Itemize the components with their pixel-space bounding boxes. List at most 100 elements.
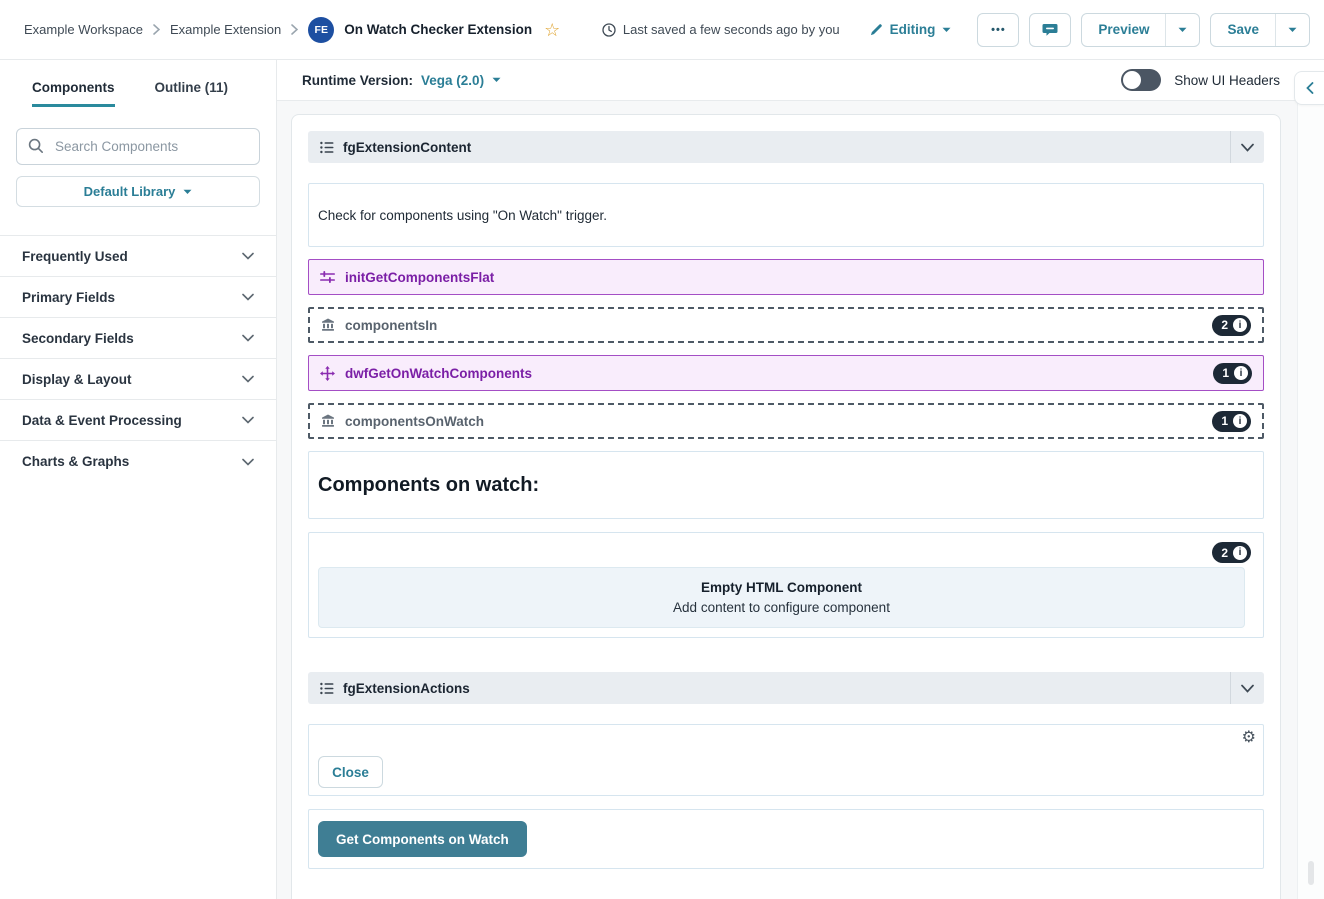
runtime-toolbar: Runtime Version: Vega (2.0) Show UI Head… (277, 60, 1324, 101)
empty-html-placeholder[interactable]: Empty HTML Component Add content to conf… (318, 567, 1245, 628)
runtime-version-selector[interactable]: Vega (2.0) (421, 73, 501, 88)
text-component-value: Check for components using "On Watch" tr… (318, 207, 607, 223)
gear-icon[interactable]: ⚙ (1241, 727, 1256, 746)
category-frequently-used[interactable]: Frequently Used (0, 236, 276, 277)
search-input[interactable] (16, 128, 260, 165)
close-button[interactable]: Close (318, 756, 383, 788)
clock-icon (602, 22, 616, 37)
category-charts-graphs[interactable]: Charts & Graphs (0, 441, 276, 482)
editor-canvas: fgExtensionContent Check for components … (277, 101, 1324, 899)
info-icon: i (1233, 318, 1247, 332)
chevron-right-icon (153, 24, 160, 35)
caret-down-icon (492, 77, 501, 82)
tab-components[interactable]: Components (32, 80, 115, 107)
text-component[interactable]: Check for components using "On Watch" tr… (308, 183, 1264, 247)
library-selector[interactable]: Default Library (16, 176, 260, 207)
breadcrumb: Example Workspace Example Extension FE O… (24, 16, 561, 43)
editor-main: Runtime Version: Vega (2.0) Show UI Head… (277, 60, 1324, 899)
preview-dropdown-button[interactable] (1165, 13, 1199, 46)
mode-label: Editing (889, 22, 936, 37)
heading-component[interactable]: Components on watch: (308, 451, 1264, 519)
category-secondary-fields[interactable]: Secondary Fields (0, 318, 276, 359)
node-initGetComponentsFlat[interactable]: initGetComponentsFlat (308, 259, 1264, 295)
right-panel-rail (1297, 101, 1324, 899)
empty-html-title: Empty HTML Component (701, 580, 862, 595)
caret-down-icon (1288, 27, 1297, 32)
extension-avatar: FE (308, 16, 335, 43)
ellipsis-icon: ••• (991, 23, 1006, 36)
save-dropdown-button[interactable] (1275, 13, 1309, 46)
info-icon: i (1233, 414, 1247, 428)
get-components-button[interactable]: Get Components on Watch (318, 821, 527, 857)
chevron-down-icon (1241, 143, 1254, 152)
collapse-panel-button[interactable] (1294, 71, 1324, 105)
node-componentsOnWatch[interactable]: componentsOnWatch 1 i (308, 403, 1264, 439)
caret-down-icon (183, 189, 192, 194)
chevron-down-icon (242, 252, 254, 260)
chat-icon (1042, 23, 1058, 36)
info-badge[interactable]: 2 i (1212, 542, 1251, 563)
chevron-right-icon (291, 24, 299, 35)
search-icon (28, 138, 44, 159)
badge-count: 2 (1221, 545, 1228, 560)
chevron-left-icon (1305, 82, 1313, 94)
preview-split-button: Preview (1081, 12, 1201, 47)
node-dwfGetOnWatchComponents[interactable]: dwfGetOnWatchComponents 1 i (308, 355, 1264, 391)
comments-button[interactable] (1029, 12, 1072, 47)
variable-bank-icon (321, 414, 335, 428)
chevron-down-icon (242, 293, 254, 301)
node-label: dwfGetOnWatchComponents (345, 365, 532, 381)
badge-count: 2 (1221, 318, 1228, 332)
info-icon: i (1234, 366, 1248, 380)
extension-card: fgExtensionContent Check for components … (291, 114, 1281, 899)
save-button[interactable]: Save (1227, 22, 1259, 37)
node-componentsIn[interactable]: componentsIn 2 i (308, 307, 1264, 343)
tab-outline[interactable]: Outline (11) (154, 80, 229, 95)
save-status: Last saved a few seconds ago by you (602, 22, 840, 37)
node-label: componentsIn (345, 317, 438, 333)
list-icon (320, 141, 334, 154)
mode-selector[interactable]: Editing (870, 22, 952, 37)
show-ui-headers-label: Show UI Headers (1174, 72, 1280, 88)
node-label: componentsOnWatch (345, 413, 485, 429)
component-sidebar: Components Outline (11) Default Library … (0, 60, 277, 899)
library-label: Default Library (83, 184, 176, 199)
breadcrumb-extension[interactable]: Example Extension (169, 22, 282, 37)
html-component[interactable]: 2 i Empty HTML Component Add content to … (308, 532, 1264, 638)
preview-button[interactable]: Preview (1098, 22, 1150, 37)
primary-button-container[interactable]: Get Components on Watch (308, 809, 1264, 869)
show-ui-headers-toggle[interactable] (1121, 69, 1162, 91)
group-fgExtensionActions[interactable]: fgExtensionActions (308, 672, 1264, 704)
group-title: fgExtensionActions (343, 680, 470, 696)
favorite-star-icon[interactable]: ☆ (544, 19, 561, 40)
group-title: fgExtensionContent (343, 139, 472, 155)
empty-html-subtitle: Add content to configure component (673, 600, 890, 615)
breadcrumb-workspace[interactable]: Example Workspace (24, 22, 143, 37)
badge-count: 1 (1221, 414, 1228, 428)
group-fgExtensionContent[interactable]: fgExtensionContent (308, 131, 1264, 163)
heading-text: Components on watch: (318, 473, 540, 496)
caret-down-icon (1178, 27, 1187, 32)
info-badge[interactable]: 2 i (1212, 314, 1251, 336)
scrollbar-thumb[interactable] (1308, 861, 1314, 885)
collapse-group-button[interactable] (1230, 131, 1264, 163)
list-icon (320, 682, 334, 695)
runtime-version-label: Runtime Version: (302, 72, 414, 88)
close-button-container[interactable]: ⚙ Close (308, 724, 1264, 796)
info-badge[interactable]: 1 i (1213, 362, 1252, 384)
category-display-layout[interactable]: Display & Layout (0, 359, 276, 400)
info-badge[interactable]: 1 i (1212, 410, 1251, 432)
save-split-button: Save (1210, 12, 1310, 47)
category-primary-fields[interactable]: Primary Fields (0, 277, 276, 318)
category-data-event-processing[interactable]: Data & Event Processing (0, 400, 276, 441)
variable-bank-icon (321, 318, 335, 332)
badge-count: 1 (1222, 366, 1229, 380)
collapse-group-button[interactable] (1230, 672, 1264, 704)
chevron-down-icon (242, 416, 254, 424)
chevron-down-icon (1241, 684, 1254, 693)
chevron-down-icon (242, 458, 254, 466)
caret-down-icon (942, 27, 951, 32)
more-options-button[interactable]: ••• (977, 12, 1020, 47)
chevron-down-icon (242, 375, 254, 383)
move-arrows-icon (320, 365, 335, 381)
